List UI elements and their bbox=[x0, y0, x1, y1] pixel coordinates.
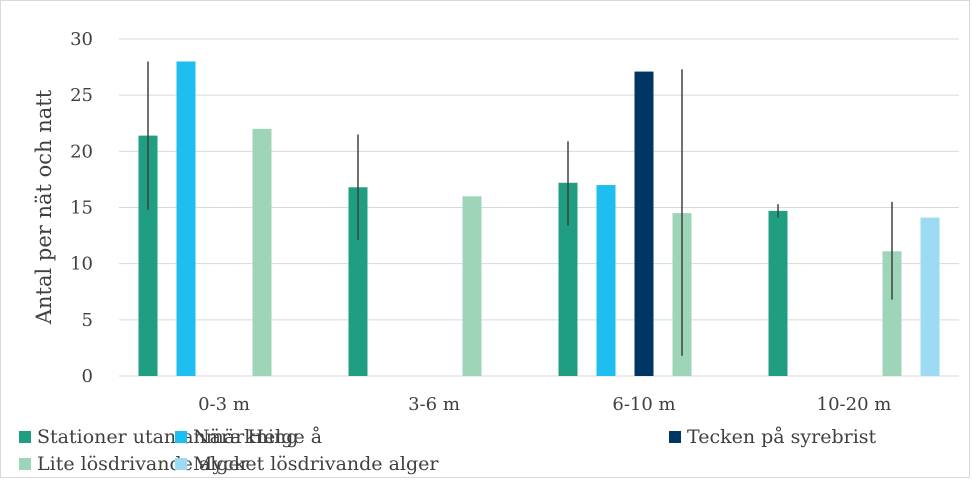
bar bbox=[596, 185, 616, 376]
bar bbox=[176, 61, 196, 376]
error-bars bbox=[147, 61, 893, 356]
bar bbox=[348, 187, 368, 376]
legend: Stationer utan anmärkning Nära Helge å Tec… bbox=[19, 425, 959, 479]
legend-swatch bbox=[175, 458, 187, 470]
legend-label: Nära Helge å bbox=[193, 426, 323, 448]
x-tick-label: 3-6 m bbox=[408, 394, 460, 415]
legend-label: Mycket lösdrivande alger bbox=[193, 453, 439, 475]
legend-item: Lite lösdrivande alger bbox=[19, 452, 249, 476]
y-axis-title: Antal per nät och natt bbox=[32, 89, 56, 325]
gridlines bbox=[119, 38, 959, 377]
y-tick-label: 10 bbox=[70, 254, 93, 275]
bar bbox=[882, 251, 902, 376]
bars bbox=[138, 61, 940, 377]
legend-item: Mycket lösdrivande alger bbox=[175, 452, 439, 476]
bar-chart: 0 5 10 15 20 25 30 0-3 m 3-6 m 6-10 m 10-20 m Anta… bbox=[32, 29, 959, 415]
x-tick-label: 6-10 m bbox=[612, 394, 675, 415]
bar bbox=[768, 210, 788, 376]
y-tick-label: 15 bbox=[70, 198, 93, 219]
legend-item: Nära Helge å bbox=[175, 425, 322, 449]
bar bbox=[138, 135, 158, 376]
bar bbox=[462, 196, 482, 376]
legend-swatch bbox=[175, 431, 187, 443]
legend-swatch bbox=[669, 431, 681, 443]
y-tick-label: 20 bbox=[70, 141, 93, 162]
y-tick-label: 0 bbox=[82, 366, 93, 387]
y-tick-label: 5 bbox=[82, 310, 93, 331]
bar bbox=[558, 182, 578, 376]
bar bbox=[920, 217, 940, 376]
legend-label: Tecken på syrebrist bbox=[687, 426, 877, 448]
bar bbox=[252, 128, 272, 376]
legend-item: Tecken på syrebrist bbox=[669, 425, 876, 449]
y-tick-label: 25 bbox=[70, 85, 93, 106]
legend-swatch bbox=[19, 431, 31, 443]
legend-label: Stationer utan anmärkning bbox=[37, 426, 299, 448]
legend-item: Stationer utan anmärkning bbox=[19, 425, 298, 449]
axis-labels: 0 5 10 15 20 25 30 0-3 m 3-6 m 6-10 m 10-20 m bbox=[70, 29, 891, 415]
x-tick-label: 0-3 m bbox=[198, 394, 250, 415]
x-tick-label: 10-20 m bbox=[817, 394, 892, 415]
y-tick-label: 30 bbox=[70, 29, 93, 50]
legend-swatch bbox=[19, 458, 31, 470]
bar bbox=[634, 71, 654, 377]
legend-label: Lite lösdrivande alger bbox=[37, 453, 249, 475]
